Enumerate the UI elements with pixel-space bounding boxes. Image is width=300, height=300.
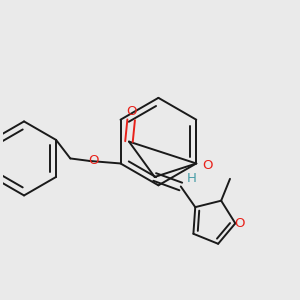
Text: O: O: [127, 105, 137, 118]
Text: O: O: [234, 217, 245, 230]
Text: O: O: [88, 154, 99, 167]
Text: O: O: [202, 159, 212, 172]
Text: H: H: [187, 172, 197, 184]
